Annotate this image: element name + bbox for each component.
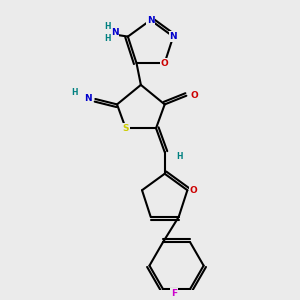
Text: H: H [177,152,183,161]
Text: N: N [169,32,177,41]
Text: H: H [71,88,78,97]
Text: S: S [122,124,129,133]
Text: O: O [190,186,198,195]
Text: F: F [171,289,177,298]
Text: H: H [104,22,110,31]
Text: H: H [104,34,110,43]
Text: N: N [147,16,154,25]
Text: N: N [111,28,119,37]
Text: O: O [161,59,168,68]
Text: O: O [190,91,198,100]
Text: N: N [84,94,92,103]
